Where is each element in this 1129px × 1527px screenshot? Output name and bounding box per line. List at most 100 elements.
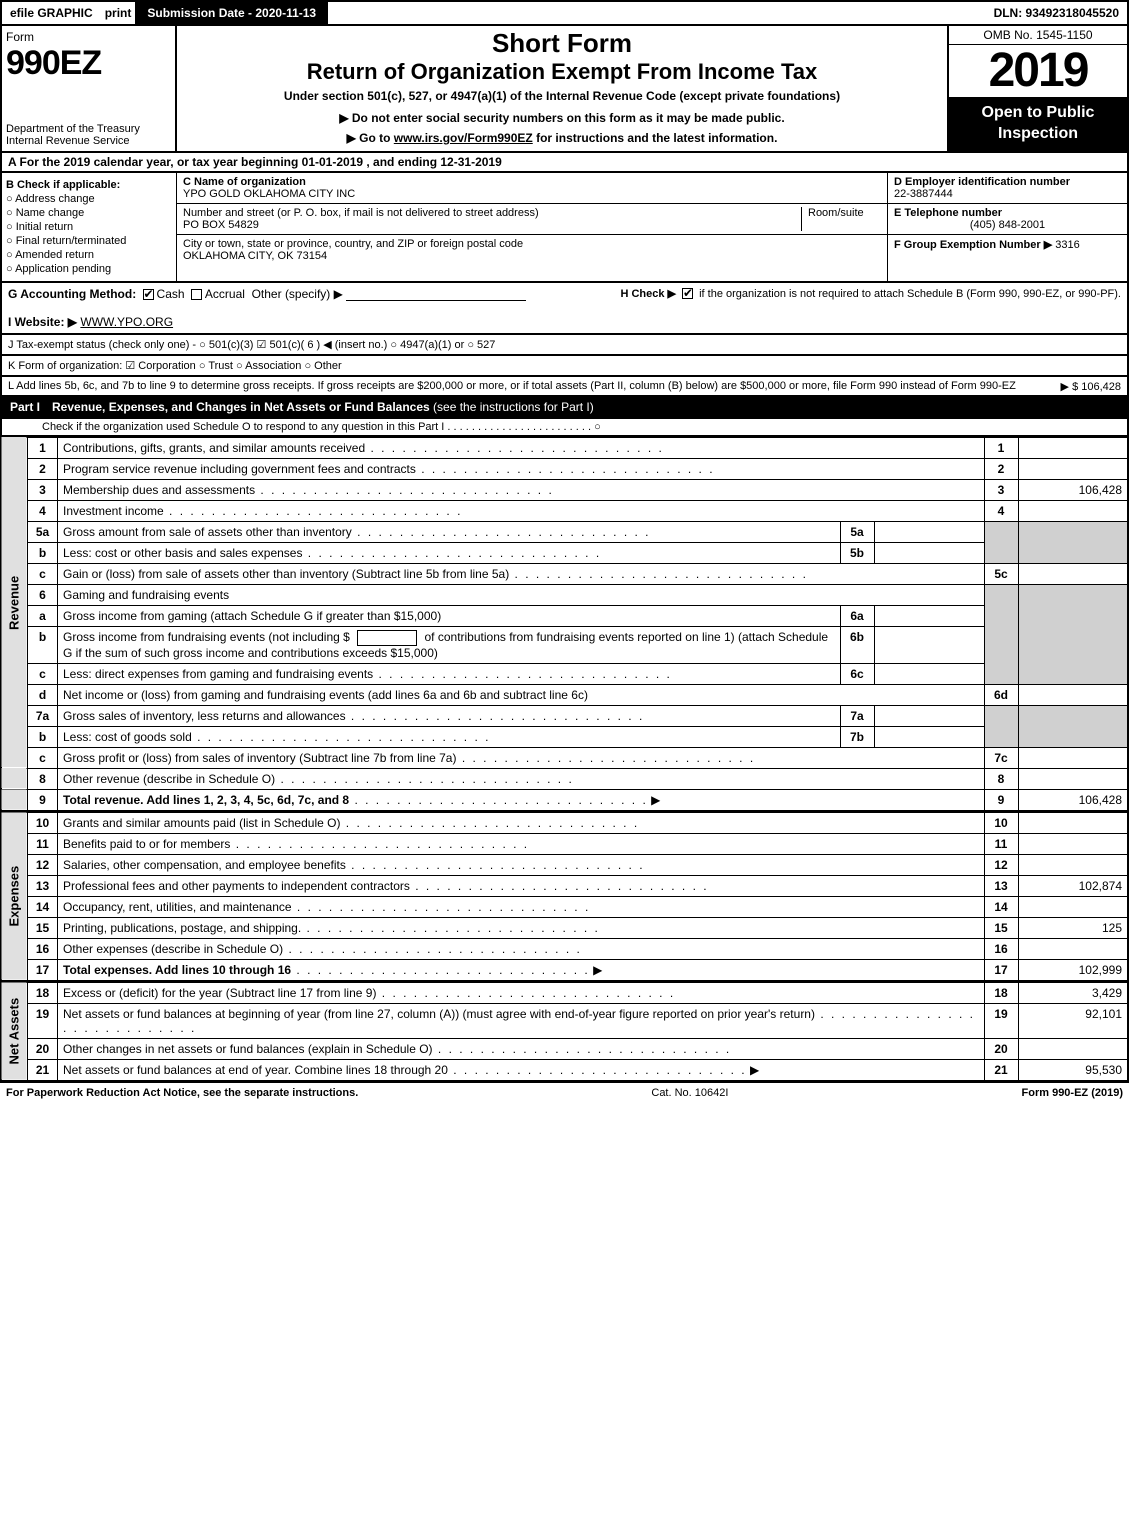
l16-c: 16 bbox=[984, 938, 1018, 959]
goto-post: for instructions and the latest informat… bbox=[533, 131, 778, 145]
l11-amt bbox=[1018, 833, 1128, 854]
l17-c: 17 bbox=[984, 959, 1018, 981]
form-word: Form bbox=[6, 30, 171, 44]
part1-label: Part I bbox=[10, 400, 40, 414]
l6d-desc: Net income or (loss) from gaming and fun… bbox=[58, 684, 985, 705]
b-addr-change[interactable]: Address change bbox=[6, 193, 172, 205]
l11-num: 11 bbox=[28, 833, 58, 854]
l20-num: 20 bbox=[28, 1038, 58, 1059]
l6-shade-amt bbox=[1018, 584, 1128, 684]
l7c-amt bbox=[1018, 747, 1128, 768]
l1-desc: Contributions, gifts, grants, and simila… bbox=[63, 441, 664, 455]
l21-c: 21 bbox=[984, 1059, 1018, 1081]
g-accrual-checkbox[interactable] bbox=[191, 289, 202, 300]
i-label: I Website: ▶ bbox=[8, 315, 77, 329]
l6-shade bbox=[984, 584, 1018, 684]
l7b-desc: Less: cost of goods sold bbox=[63, 730, 490, 744]
l16-desc: Other expenses (describe in Schedule O) bbox=[63, 942, 582, 956]
l6b-ival bbox=[874, 626, 984, 663]
row-gh: G Accounting Method: Cash Accrual Other … bbox=[0, 283, 1129, 335]
form-number: 990EZ bbox=[6, 44, 171, 83]
l13-num: 13 bbox=[28, 875, 58, 896]
l15-desc: Printing, publications, postage, and shi… bbox=[63, 921, 600, 935]
ssn-notice: ▶ Do not enter social security numbers o… bbox=[183, 111, 941, 125]
l7-shade bbox=[984, 705, 1018, 747]
dept-label: Department of the Treasury bbox=[6, 123, 171, 135]
b-label: B Check if applicable: bbox=[6, 179, 172, 191]
subtitle: Under section 501(c), 527, or 4947(a)(1)… bbox=[183, 89, 941, 103]
tax-year: 2019 bbox=[949, 45, 1127, 97]
l6d-c: 6d bbox=[984, 684, 1018, 705]
l10-c: 10 bbox=[984, 812, 1018, 833]
return-title: Return of Organization Exempt From Incom… bbox=[183, 59, 941, 85]
l-text: L Add lines 5b, 6c, and 7b to line 9 to … bbox=[8, 380, 1016, 392]
l5c-amt bbox=[1018, 563, 1128, 584]
b-initial-return[interactable]: Initial return bbox=[6, 221, 172, 233]
l1-amt bbox=[1018, 437, 1128, 458]
l7c-c: 7c bbox=[984, 747, 1018, 768]
l20-desc: Other changes in net assets or fund bala… bbox=[63, 1042, 731, 1056]
l5-shade bbox=[984, 521, 1018, 563]
addr-label: Number and street (or P. O. box, if mail… bbox=[183, 207, 539, 219]
footer-form-no: Form 990-EZ (2019) bbox=[1022, 1087, 1123, 1099]
l5b-ic: 5b bbox=[840, 542, 874, 563]
h-checkbox[interactable] bbox=[682, 288, 693, 299]
f-label: F Group Exemption Number ▶ bbox=[894, 239, 1052, 251]
l4-num: 4 bbox=[28, 500, 58, 521]
g-label: G Accounting Method: bbox=[8, 287, 136, 301]
l20-c: 20 bbox=[984, 1038, 1018, 1059]
l13-amt: 102,874 bbox=[1018, 875, 1128, 896]
goto-link[interactable]: www.irs.gov/Form990EZ bbox=[394, 131, 533, 145]
efile-label: efile GRAPHIC bbox=[2, 4, 101, 22]
l13-desc: Professional fees and other payments to … bbox=[63, 879, 709, 893]
l6c-ic: 6c bbox=[840, 663, 874, 684]
b-final-return[interactable]: Final return/terminated bbox=[6, 235, 172, 247]
l3-desc: Membership dues and assessments bbox=[63, 483, 554, 497]
g-other-line[interactable] bbox=[346, 287, 526, 301]
l17-num: 17 bbox=[28, 959, 58, 981]
city-label: City or town, state or province, country… bbox=[183, 238, 523, 250]
netassets-tab: Net Assets bbox=[1, 982, 28, 1081]
l12-c: 12 bbox=[984, 854, 1018, 875]
b-pending[interactable]: Application pending bbox=[6, 263, 172, 275]
g-accrual: Accrual bbox=[205, 287, 245, 301]
part1-note: (see the instructions for Part I) bbox=[433, 400, 594, 414]
revenue-tab-ext2 bbox=[1, 789, 28, 811]
row-l: L Add lines 5b, 6c, and 7b to line 9 to … bbox=[0, 377, 1129, 397]
l6b-desc1: Gross income from fundraising events (no… bbox=[63, 630, 350, 644]
l3-c: 3 bbox=[984, 479, 1018, 500]
l6c-num: c bbox=[28, 663, 58, 684]
b-name-change[interactable]: Name change bbox=[6, 207, 172, 219]
header-right: OMB No. 1545-1150 2019 Open to Public In… bbox=[947, 26, 1127, 151]
l7c-desc: Gross profit or (loss) from sales of inv… bbox=[63, 751, 755, 765]
irs-label: Internal Revenue Service bbox=[6, 135, 171, 147]
b-amended[interactable]: Amended return bbox=[6, 249, 172, 261]
form-header: Form 990EZ Department of the Treasury In… bbox=[0, 26, 1129, 153]
expenses-table: Expenses 10 Grants and similar amounts p… bbox=[0, 812, 1129, 982]
c-label: C Name of organization bbox=[183, 176, 306, 188]
l12-amt bbox=[1018, 854, 1128, 875]
g-cash-checkbox[interactable] bbox=[143, 289, 154, 300]
netassets-table: Net Assets 18 Excess or (deficit) for th… bbox=[0, 982, 1129, 1082]
l19-c: 19 bbox=[984, 1003, 1018, 1038]
l6c-desc: Less: direct expenses from gaming and fu… bbox=[63, 667, 672, 681]
l7a-ival bbox=[874, 705, 984, 726]
l7b-ival bbox=[874, 726, 984, 747]
l9-num: 9 bbox=[28, 789, 58, 811]
l21-num: 21 bbox=[28, 1059, 58, 1081]
website-link[interactable]: WWW.YPO.ORG bbox=[80, 315, 173, 329]
l17-amt: 102,999 bbox=[1018, 959, 1128, 981]
l20-amt bbox=[1018, 1038, 1128, 1059]
l6d-amt bbox=[1018, 684, 1128, 705]
org-name: YPO GOLD OKLAHOMA CITY INC bbox=[183, 188, 355, 200]
l2-c: 2 bbox=[984, 458, 1018, 479]
l6-desc: Gaming and fundraising events bbox=[58, 584, 985, 605]
print-link[interactable]: print bbox=[101, 4, 136, 22]
l4-amt bbox=[1018, 500, 1128, 521]
d-label: D Employer identification number bbox=[894, 176, 1070, 188]
room-label: Room/suite bbox=[801, 207, 881, 231]
fpra-notice: For Paperwork Reduction Act Notice, see … bbox=[6, 1087, 358, 1099]
l6a-ic: 6a bbox=[840, 605, 874, 626]
l6b-amount-box[interactable] bbox=[357, 630, 417, 646]
l7a-num: 7a bbox=[28, 705, 58, 726]
